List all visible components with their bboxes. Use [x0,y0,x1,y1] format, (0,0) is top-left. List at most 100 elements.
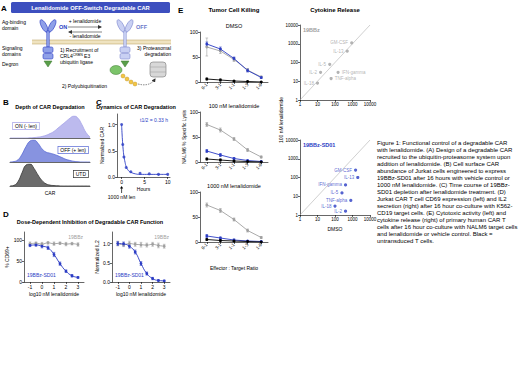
svg-text:1-3: 1-3 [241,242,249,250]
svg-text:DMSO: DMSO [226,23,243,29]
svg-text:t1/2 = 0.33 h: t1/2 = 0.33 h [140,117,168,123]
svg-text:2: 2 [151,284,154,290]
svg-text:19BBz-SD01: 19BBz-SD01 [303,142,335,148]
svg-text:IL-18: IL-18 [304,81,315,86]
svg-text:Dose-Dependent Inhibition of D: Dose-Dependent Inhibition of Degradable … [17,219,164,225]
svg-text:1-1: 1-1 [228,82,236,90]
svg-text:B: B [3,98,9,107]
svg-text:1-1: 1-1 [228,162,236,170]
svg-text:+ lenalidomide: + lenalidomide [69,18,102,24]
svg-text:100: 100 [190,109,199,115]
svg-text:3-1: 3-1 [214,82,222,90]
svg-text:IFN-gamma: IFN-gamma [318,182,342,187]
svg-text:1: 1 [299,102,302,107]
svg-text:10: 10 [315,217,321,222]
svg-text:0: 0 [195,159,198,165]
svg-text:10: 10 [165,179,171,185]
svg-text:1) Recruitment ofCRL4CRBN E3ub: 1) Recruitment ofCRL4CRBN E3ubiquitin li… [60,47,99,65]
svg-text:IFN-gamma: IFN-gamma [342,70,366,75]
svg-text:3: 3 [77,284,80,290]
svg-text:1000: 1000 [288,41,299,46]
svg-text:NALM6 % Specific Lysis: NALM6 % Specific Lysis [181,110,187,164]
svg-text:Hours: Hours [137,186,151,192]
svg-text:100: 100 [290,175,298,180]
svg-text:1000 nM lenalidomide: 1000 nM lenalidomide [207,183,261,189]
svg-text:- lenalidomide: - lenalidomide [69,33,100,39]
svg-text:100: 100 [331,217,339,222]
svg-text:19BBz-SD01: 19BBz-SD01 [27,272,56,278]
svg-text:50: 50 [192,134,198,140]
svg-text:1.0: 1.0 [103,241,110,247]
svg-text:Dynamics of CAR Degradation: Dynamics of CAR Degradation [96,104,176,110]
svg-text:CAR: CAR [45,190,56,196]
svg-text:TNF-alpha: TNF-alpha [335,76,357,81]
svg-text:100: 100 [190,189,199,195]
svg-text:Cytokine Release: Cytokine Release [310,7,360,13]
svg-text:IL-13: IL-13 [344,175,355,180]
svg-text:Normalized IL2: Normalized IL2 [94,240,100,274]
svg-text:9-1: 9-1 [200,162,208,170]
svg-text:IL-18: IL-18 [321,204,332,209]
svg-text:5: 5 [143,179,146,185]
svg-text:D: D [3,210,9,219]
svg-text:0: 0 [195,79,198,85]
svg-text:2: 2 [65,284,68,290]
svg-text:10000: 10000 [364,102,377,107]
svg-text:10: 10 [315,102,321,107]
svg-text:UTD: UTD [76,171,87,177]
svg-text:10000: 10000 [285,138,298,143]
svg-text:50: 50 [192,54,198,60]
svg-text:19BBz-SD01: 19BBz-SD01 [115,272,144,278]
svg-text:IL-5: IL-5 [318,62,326,67]
svg-text:1.0: 1.0 [108,122,115,128]
svg-text:DMSO: DMSO [328,226,343,232]
svg-text:10000: 10000 [364,217,377,222]
svg-text:0: 0 [41,284,44,290]
svg-text:100: 100 [331,102,339,107]
svg-text:ON: ON [59,24,67,30]
svg-text:-1: -1 [28,284,33,290]
svg-text:Signalingdomains: Signalingdomains [2,45,23,57]
svg-text:ON (- len): ON (- len) [15,123,37,129]
svg-text:OFF (+ len): OFF (+ len) [60,147,86,153]
svg-text:1-3: 1-3 [241,162,249,170]
svg-text:1000: 1000 [347,217,358,222]
svg-text:IL-2: IL-2 [309,70,317,75]
svg-text:IL-13: IL-13 [333,49,344,54]
svg-text:3-1: 3-1 [214,242,222,250]
svg-text:19BBz: 19BBz [68,234,83,240]
svg-text:Effector : Target Ratio: Effector : Target Ratio [210,265,258,271]
svg-text:GM-CSF: GM-CSF [330,40,348,45]
svg-text:9-1: 9-1 [200,82,208,90]
svg-text:100: 100 [190,29,199,35]
svg-text:0: 0 [128,284,131,290]
svg-text:10: 10 [293,79,299,84]
svg-text:1-9: 1-9 [255,162,263,170]
svg-text:50: 50 [16,258,22,264]
svg-text:1-9: 1-9 [255,82,263,90]
svg-text:10: 10 [293,194,299,199]
svg-text:100: 100 [14,237,23,243]
svg-text:TNF-alpha: TNF-alpha [326,198,348,203]
svg-text:Ag-bindingdomain: Ag-bindingdomain [2,19,26,31]
svg-text:3: 3 [163,284,166,290]
svg-text:-1: -1 [116,284,121,290]
svg-text:0.5: 0.5 [108,148,115,154]
svg-text:log10 nM lenalidomide: log10 nM lenalidomide [116,291,166,297]
svg-text:1: 1 [53,284,56,290]
svg-text:2) Polyubiquitination: 2) Polyubiquitination [62,83,107,89]
svg-text:A: A [1,4,7,13]
svg-text:Lenalidomide OFF-Switch Degrad: Lenalidomide OFF-Switch Degradable CAR [31,5,150,11]
svg-text:1000: 1000 [288,156,299,161]
svg-text:19BBz: 19BBz [303,27,320,33]
svg-text:IL-5: IL-5 [331,190,339,195]
svg-text:0.0: 0.0 [103,279,110,285]
svg-text:1000 nM len: 1000 nM len [108,194,136,200]
svg-text:1-1: 1-1 [228,242,236,250]
svg-text:Tumor Cell Killing: Tumor Cell Killing [209,7,260,13]
svg-text:Depth of CAR Degradation: Depth of CAR Degradation [15,104,85,110]
svg-text:100 nM lenalidomide: 100 nM lenalidomide [278,97,284,143]
svg-text:100: 100 [290,60,298,65]
svg-text:1000: 1000 [347,102,358,107]
svg-text:E: E [178,6,184,15]
